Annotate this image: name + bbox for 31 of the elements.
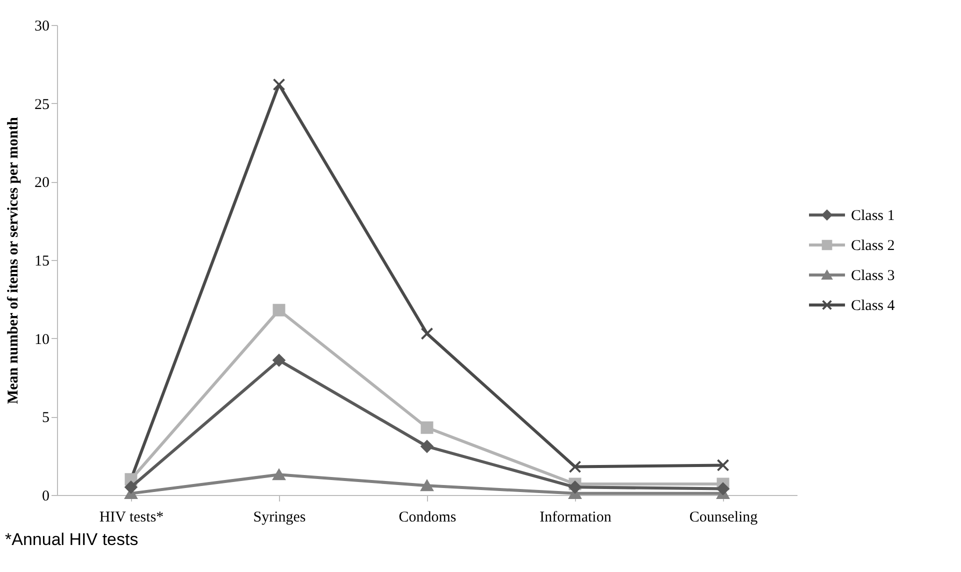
y-tick-label: 0 (42, 488, 50, 504)
point (716, 482, 730, 495)
y-tick-label: 5 (42, 410, 50, 426)
legend-label: Class 2 (851, 238, 895, 254)
point (272, 78, 286, 91)
legend-label: Class 3 (851, 268, 895, 284)
point (568, 460, 582, 474)
point (716, 458, 730, 472)
x-tick-label: Condoms (398, 510, 456, 526)
x-tick-label: Information (540, 510, 612, 526)
x-tick-label: Counseling (689, 510, 758, 526)
x-tick-label: Syringes (253, 510, 306, 526)
point (124, 480, 138, 494)
point (272, 469, 286, 480)
x-tick-label: HIV tests* (99, 510, 164, 526)
legend-label: Class 4 (851, 298, 896, 314)
point (420, 327, 434, 340)
y-tick-label: 10 (34, 332, 50, 348)
y-tick-label: 30 (34, 18, 50, 34)
y-axis-title: Mean number of items or services per month (6, 116, 22, 404)
text: *Annual HIV tests (5, 530, 138, 549)
y-tick-label: 20 (34, 175, 50, 192)
y-tick-label: 15 (34, 254, 50, 270)
point (420, 440, 434, 453)
point (420, 480, 434, 492)
point (568, 480, 582, 494)
legend-label: Class 1 (851, 208, 895, 224)
point (272, 304, 286, 316)
y-tick-label: 25 (34, 96, 50, 113)
point (272, 354, 286, 367)
point (420, 421, 434, 434)
